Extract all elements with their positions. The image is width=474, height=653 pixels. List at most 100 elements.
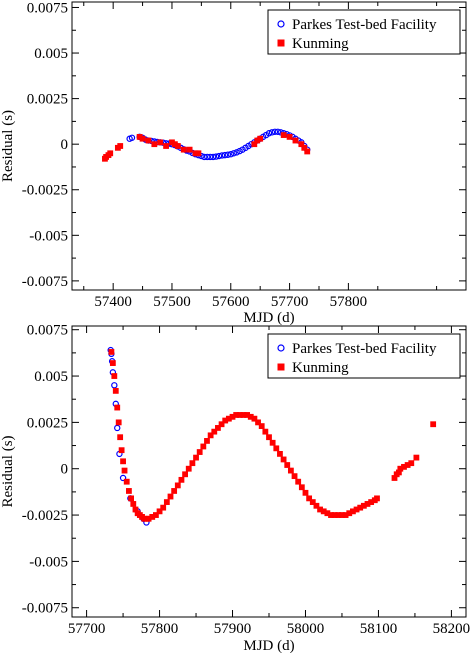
- data-point: [274, 128, 282, 135]
- y-tick-label: 0.0075: [27, 323, 68, 339]
- data-point: [186, 146, 193, 153]
- legend-box: [267, 9, 461, 55]
- legend: Parkes Test-bed Facility Kunming: [267, 333, 461, 379]
- data-point: [151, 141, 158, 148]
- data-point: [413, 454, 420, 461]
- data-point: [291, 473, 298, 480]
- y-tick-label: 0.005: [34, 46, 68, 62]
- y-tick-label: 0.0025: [27, 415, 68, 431]
- data-point: [430, 421, 437, 428]
- x-axis-label: MJD (d): [243, 310, 294, 326]
- data-point: [302, 489, 309, 496]
- data-point: [117, 143, 124, 149]
- data-point: [258, 423, 265, 429]
- x-tick-label: 58100: [360, 621, 398, 637]
- data-point: [313, 502, 320, 509]
- y-tick-label: -0.0075: [22, 274, 68, 290]
- data-point: [115, 419, 122, 426]
- data-point: [114, 404, 121, 411]
- x-tick-label: 58200: [433, 621, 471, 637]
- x-tick-label: 57800: [141, 621, 179, 637]
- data-point: [298, 484, 305, 491]
- data-point: [277, 450, 283, 457]
- chart-panel-1: 57400 57500 57600 57700 57800 0.0075 0.005 0.00…: [0, 0, 467, 326]
- x-tick-label: 57500: [153, 294, 191, 310]
- series-kunming: [102, 132, 311, 162]
- legend: Parkes Test-bed Facility Kunming: [267, 9, 461, 55]
- data-point: [284, 462, 291, 468]
- legend-marker: [277, 363, 285, 371]
- data-point: [273, 445, 280, 452]
- data-point: [211, 428, 218, 435]
- data-point: [128, 495, 135, 502]
- data-point: [215, 152, 223, 160]
- data-layer: [107, 346, 437, 526]
- x-tick-label: 57800: [330, 294, 368, 310]
- data-point: [130, 501, 137, 507]
- data-point: [251, 415, 258, 422]
- data-point: [182, 471, 188, 478]
- data-point: [160, 504, 167, 511]
- legend-marker: [277, 39, 285, 47]
- series-kunming: [108, 349, 437, 522]
- data-point: [271, 128, 279, 135]
- data-point: [292, 137, 299, 144]
- legend-label: Parkes Test-bed Facility: [292, 341, 437, 357]
- data-layer: [102, 128, 311, 162]
- data-point: [123, 478, 130, 485]
- data-point: [157, 139, 164, 146]
- data-point: [118, 447, 125, 454]
- data-point: [119, 474, 127, 482]
- data-point: [111, 382, 118, 389]
- data-point: [257, 135, 264, 142]
- data-point: [111, 373, 118, 379]
- data-point: [304, 148, 311, 155]
- legend-box: [267, 333, 461, 379]
- data-point: [286, 133, 293, 140]
- x-axis-label: MJD (d): [243, 638, 294, 653]
- data-point: [200, 443, 207, 450]
- data-point: [145, 137, 152, 144]
- x-tick-label: 57900: [214, 621, 252, 637]
- data-point: [280, 456, 287, 463]
- y-tick-label: -0.005: [29, 554, 68, 570]
- chart-panel-2: 57700 57800 57900 58000 58100 58200 0.0075 0.00…: [0, 323, 470, 653]
- legend-marker: [277, 344, 285, 352]
- y-tick-label: -0.0025: [22, 508, 68, 524]
- data-point: [112, 387, 119, 394]
- data-point: [215, 425, 221, 431]
- data-point: [126, 488, 132, 494]
- data-point: [301, 144, 308, 151]
- data-point: [218, 152, 226, 159]
- y-axis-label: Residual (s): [0, 110, 16, 182]
- data-point: [153, 512, 159, 518]
- data-point: [171, 488, 178, 494]
- x-tick-label: 57400: [94, 294, 132, 310]
- data-point: [107, 150, 114, 157]
- y-tick-label: 0: [61, 137, 69, 153]
- data-point: [117, 434, 124, 441]
- data-point: [280, 132, 287, 138]
- data-point: [196, 449, 203, 455]
- data-point: [224, 151, 232, 158]
- x-tick-label: 57700: [68, 621, 106, 637]
- plot-frame: [71, 1, 467, 291]
- data-point: [218, 421, 225, 428]
- data-point: [156, 508, 163, 515]
- data-point: [295, 478, 302, 485]
- data-point: [233, 149, 240, 156]
- data-point: [139, 135, 146, 142]
- legend-label: Kunming: [292, 36, 349, 52]
- data-point: [266, 434, 272, 441]
- data-point: [201, 153, 208, 161]
- data-point: [180, 146, 187, 153]
- y-tick-label: 0.0025: [27, 92, 68, 108]
- data-point: [121, 467, 128, 474]
- data-point: [251, 141, 258, 148]
- y-tick-label: 0.005: [34, 369, 68, 385]
- data-point: [120, 458, 126, 465]
- data-point: [193, 454, 199, 461]
- data-point: [174, 143, 181, 149]
- data-point: [306, 495, 313, 502]
